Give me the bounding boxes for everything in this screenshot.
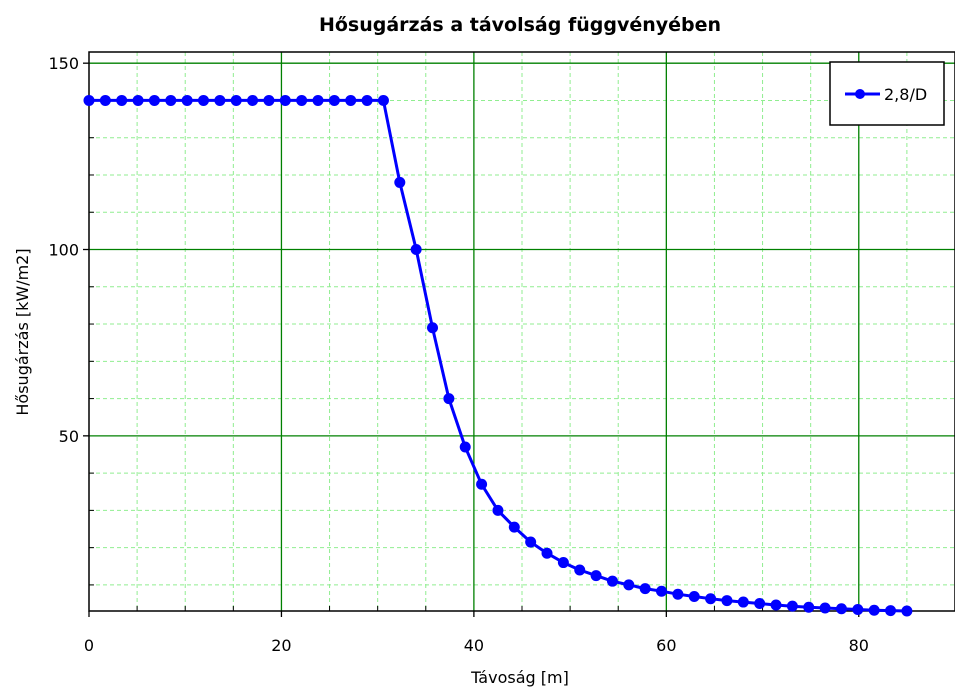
data-point: [508, 521, 520, 533]
data-point: [737, 596, 749, 608]
data-point: [852, 604, 864, 616]
x-tick-label: 20: [271, 636, 291, 655]
data-point: [116, 94, 128, 106]
data-point: [770, 599, 782, 611]
x-tick-label: 0: [84, 636, 94, 655]
data-point: [394, 176, 406, 188]
series-layer: [83, 94, 913, 617]
legend-label: 2,8/D: [884, 85, 927, 104]
data-point: [459, 441, 471, 453]
data-point: [574, 564, 586, 576]
data-point: [492, 504, 504, 516]
data-point: [214, 94, 226, 106]
data-point: [688, 590, 700, 602]
data-point: [198, 94, 210, 106]
data-point: [345, 94, 357, 106]
data-point: [606, 575, 618, 587]
data-point: [819, 602, 831, 614]
tick-labels: 0 20 40 60 80 50 100 150: [48, 54, 869, 655]
data-point: [263, 94, 275, 106]
y-tick-label: 100: [48, 241, 79, 260]
data-point: [639, 583, 651, 595]
data-point: [754, 598, 766, 610]
major-grid: [89, 52, 955, 611]
data-point: [230, 94, 242, 106]
data-point: [721, 595, 733, 607]
data-point: [868, 604, 880, 616]
y-tick-label: 150: [48, 54, 79, 73]
data-point: [83, 94, 95, 106]
data-point: [656, 585, 668, 597]
data-point: [476, 478, 488, 490]
y-axis-label: Hősugárzás [kW/m2]: [13, 248, 32, 415]
legend: 2,8/D: [829, 61, 945, 126]
y-tick-label: 50: [59, 427, 79, 446]
data-point: [328, 94, 340, 106]
data-point: [623, 579, 635, 591]
axis-ticks: [83, 62, 908, 617]
data-point: [525, 536, 537, 548]
data-point: [590, 570, 602, 582]
minor-grid: [89, 52, 955, 611]
x-tick-label: 40: [464, 636, 484, 655]
x-tick-label: 80: [849, 636, 869, 655]
data-point: [247, 94, 259, 106]
x-axis-label: Távoság [m]: [470, 668, 569, 687]
data-point: [410, 244, 422, 256]
data-point: [148, 94, 160, 106]
data-point: [885, 605, 897, 617]
data-point: [296, 94, 308, 106]
data-point: [132, 94, 144, 106]
data-point: [835, 603, 847, 615]
data-point: [312, 94, 324, 106]
data-point: [279, 94, 291, 106]
data-point: [361, 94, 373, 106]
data-point: [786, 600, 798, 612]
data-point: [181, 94, 193, 106]
data-point: [443, 393, 455, 405]
plot-frame: [88, 51, 955, 612]
series-line: [89, 98, 907, 613]
data-point: [165, 94, 177, 106]
legend-dot-marker: [855, 89, 865, 99]
data-point: [99, 94, 111, 106]
data-point: [705, 593, 717, 605]
data-point: [901, 605, 913, 617]
chart-title: Hősugárzás a távolság függvényében: [318, 14, 722, 36]
data-point: [672, 588, 684, 600]
data-point: [541, 547, 553, 559]
data-point: [803, 601, 815, 613]
x-tick-label: 60: [656, 636, 676, 655]
data-point: [377, 94, 389, 106]
data-point: [427, 322, 439, 334]
data-point: [557, 557, 569, 569]
